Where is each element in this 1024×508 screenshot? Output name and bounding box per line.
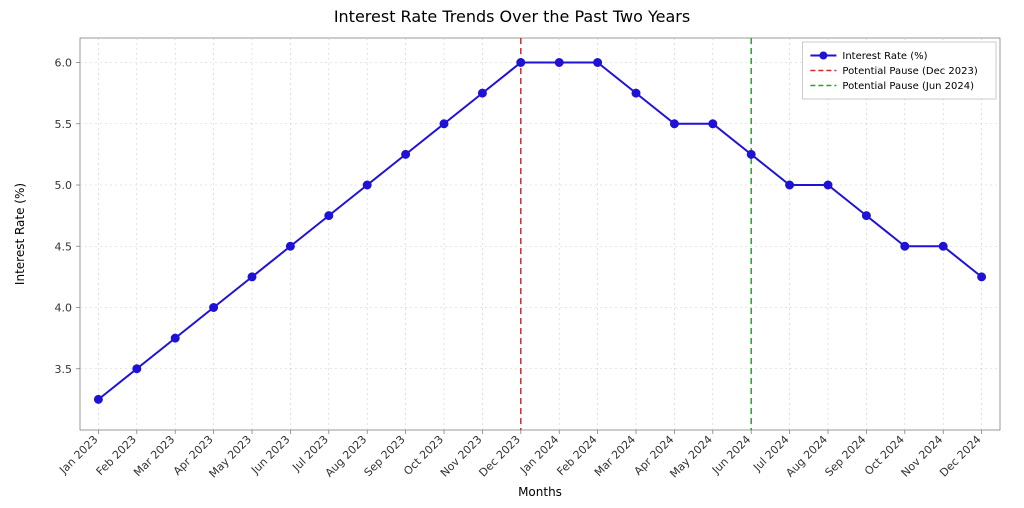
data-marker	[824, 181, 832, 189]
data-marker	[632, 89, 640, 97]
legend-label: Potential Pause (Dec 2023)	[842, 66, 977, 77]
chart-svg: Interest Rate Trends Over the Past Two Y…	[0, 0, 1024, 508]
data-marker	[363, 181, 371, 189]
data-marker	[555, 59, 563, 67]
data-marker	[94, 395, 102, 403]
y-tick-label: 6.0	[55, 57, 73, 70]
x-tick-label: Aug 2024	[783, 433, 830, 480]
data-marker	[133, 365, 141, 373]
x-tick-label: Aug 2023	[323, 433, 370, 480]
data-marker	[286, 242, 294, 250]
y-tick-label: 5.0	[55, 179, 73, 192]
data-marker	[478, 89, 486, 97]
x-tick-label: Mar 2023	[131, 433, 177, 479]
y-axis: 3.5 4.0 4.5 5.0 5.5 6.0	[55, 57, 81, 376]
legend-marker-icon	[820, 52, 827, 59]
data-marker	[901, 242, 909, 250]
y-tick-label: 4.0	[55, 302, 73, 315]
data-marker	[747, 150, 755, 158]
data-marker	[210, 304, 218, 312]
data-marker	[939, 242, 947, 250]
data-marker	[670, 120, 678, 128]
data-marker	[248, 273, 256, 281]
data-marker	[594, 59, 602, 67]
data-marker	[862, 212, 870, 220]
x-tick-label: Dec 2023	[476, 433, 523, 480]
data-marker	[325, 212, 333, 220]
data-marker	[709, 120, 717, 128]
y-tick-label: 5.5	[55, 118, 73, 131]
chart-container: Interest Rate Trends Over the Past Two Y…	[0, 0, 1024, 508]
data-marker	[978, 273, 986, 281]
y-axis-label: Interest Rate (%)	[13, 183, 27, 285]
data-marker	[402, 150, 410, 158]
x-tick-label: Dec 2024	[937, 433, 984, 480]
data-marker	[517, 59, 525, 67]
legend-label: Interest Rate (%)	[842, 51, 927, 62]
x-tick-label: Sep 2023	[362, 433, 408, 479]
x-axis-label: Months	[518, 485, 562, 499]
chart-title: Interest Rate Trends Over the Past Two Y…	[334, 7, 690, 26]
y-tick-label: 3.5	[55, 363, 73, 376]
x-tick-label: May 2023	[207, 433, 255, 481]
legend-label: Potential Pause (Jun 2024)	[842, 81, 974, 92]
data-marker	[440, 120, 448, 128]
data-marker	[171, 334, 179, 342]
x-tick-label: Mar 2024	[592, 433, 638, 479]
data-marker	[786, 181, 794, 189]
y-tick-label: 4.5	[55, 240, 73, 253]
x-tick-label: Jun 2023	[248, 433, 292, 477]
series-line	[98, 63, 981, 400]
legend: Interest Rate (%) Potential Pause (Dec 20…	[802, 42, 996, 99]
x-tick-label: Jun 2024	[709, 433, 753, 477]
x-tick-label: May 2024	[667, 433, 715, 481]
x-tick-label: Sep 2024	[822, 433, 868, 479]
x-axis: Jan 2023Feb 2023Mar 2023Apr 2023May 2023…	[56, 430, 983, 480]
